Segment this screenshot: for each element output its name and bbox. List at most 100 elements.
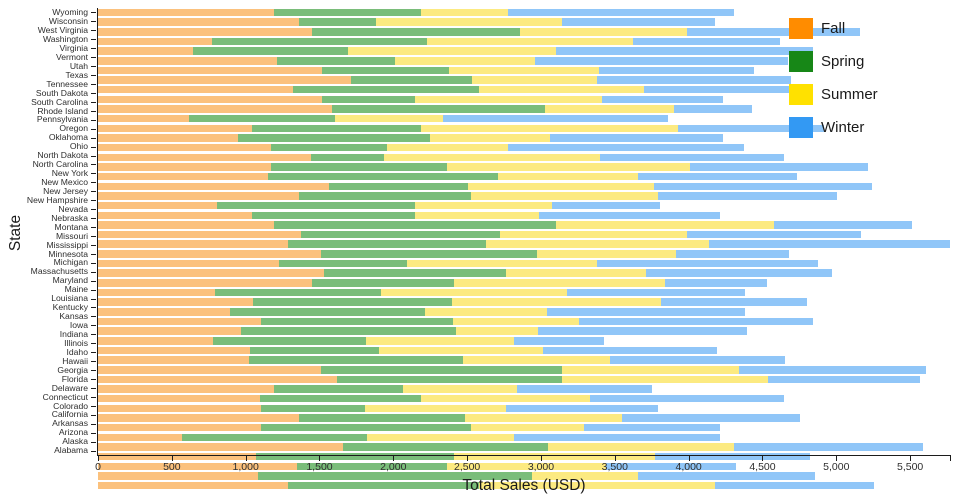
bar-segment-spring xyxy=(237,134,431,142)
y-tick-label: Arkansas xyxy=(52,418,88,429)
y-tick-label: Idaho xyxy=(66,346,88,357)
y-tick-mark xyxy=(91,343,96,345)
y-tick-mark xyxy=(91,155,96,157)
y-tick-label: Vermont xyxy=(55,51,88,62)
bar-row-hawaii xyxy=(98,385,950,394)
y-tick-label: Montana xyxy=(54,221,88,232)
bar-segment-fall xyxy=(98,375,338,384)
y-tick-label: Texas xyxy=(65,69,88,80)
bar-row-massachusetts xyxy=(98,288,950,298)
y-tick-mark xyxy=(91,316,96,318)
bar-segment-fall xyxy=(98,327,242,335)
bar-segment-summer xyxy=(499,230,688,239)
y-tick-label: North Carolina xyxy=(32,159,88,170)
bar-row-louisiana xyxy=(98,317,950,327)
bar-segment-winter xyxy=(715,481,874,490)
bar-segment-spring xyxy=(312,28,521,36)
y-tick-label: New Mexico xyxy=(41,177,88,188)
y-tick-mark xyxy=(91,227,96,229)
y-tick-label: Wyoming xyxy=(52,7,88,18)
y-tick-mark xyxy=(91,66,96,68)
x-tick-label: 500 xyxy=(163,461,181,473)
bar-segment-summer xyxy=(453,279,665,287)
bar-row-wisconsin xyxy=(98,18,950,27)
bar-row-indiana xyxy=(98,356,950,365)
bar-segment-summer xyxy=(478,85,645,94)
bar-segment-spring xyxy=(261,423,471,432)
bar-segment-winter xyxy=(514,337,605,345)
bar-segment-winter xyxy=(609,356,785,364)
bar-segment-summer xyxy=(467,182,654,191)
bar-segment-summer xyxy=(420,394,591,403)
y-tick-label: Indiana xyxy=(59,329,88,339)
bar-segment-spring xyxy=(332,105,545,113)
bar-segment-fall xyxy=(98,66,323,75)
bar-segment-spring xyxy=(251,211,416,219)
legend-swatch-summer xyxy=(789,84,813,105)
bar-segment-winter xyxy=(602,95,723,104)
y-tick-label: Alabama xyxy=(54,445,88,456)
bar-row-rhode-island xyxy=(98,114,950,124)
bar-segment-winter xyxy=(673,105,753,113)
x-tick-mark xyxy=(171,456,173,461)
bar-segment-spring xyxy=(216,201,416,210)
y-tick-label: Maine xyxy=(64,284,88,295)
bar-segment-spring xyxy=(273,8,421,17)
bar-row-vermont xyxy=(98,57,950,66)
bar-row-new-hampshire xyxy=(98,211,950,221)
bar-segment-winter xyxy=(555,47,813,55)
bar-segment-fall xyxy=(98,404,262,413)
bar-segment-summer xyxy=(447,163,691,171)
bar-segment-fall xyxy=(98,143,271,152)
bar-segment-winter xyxy=(690,163,869,171)
y-tick-mark xyxy=(91,298,96,300)
bar-segment-summer xyxy=(464,414,623,422)
bar-segment-spring xyxy=(337,375,563,384)
bar-segment-spring xyxy=(351,76,473,84)
legend-item-winter: Winter xyxy=(789,117,878,138)
bar-segment-winter xyxy=(709,240,950,248)
legend-label: Winter xyxy=(821,119,865,136)
x-tick-label: 5,500 xyxy=(896,461,924,473)
y-tick-label: Oklahoma xyxy=(48,132,88,143)
bar-segment-spring xyxy=(298,18,376,26)
bar-segment-winter xyxy=(676,250,790,258)
bar-segment-spring xyxy=(278,259,407,268)
bar-segment-fall xyxy=(98,259,279,268)
bar-row-florida xyxy=(98,404,950,414)
bar-segment-spring xyxy=(270,143,387,152)
bar-segment-spring xyxy=(301,230,500,239)
legend: Fall Spring Summer Winter xyxy=(789,18,878,150)
legend-swatch-fall xyxy=(789,18,813,39)
y-tick-label: Minnesota xyxy=(48,248,88,259)
bar-segment-fall xyxy=(98,240,289,248)
bar-segment-fall xyxy=(98,163,271,171)
y-tick-label: Hawaii xyxy=(62,355,88,366)
bar-segment-spring xyxy=(182,433,367,442)
bar-segment-fall xyxy=(98,85,293,94)
bar-segment-fall xyxy=(98,153,312,162)
bar-segment-fall xyxy=(98,230,302,239)
bar-segment-winter xyxy=(734,443,924,451)
bar-segment-fall xyxy=(98,18,299,26)
x-tick-mark xyxy=(910,456,912,461)
bar-segment-spring xyxy=(323,269,506,277)
x-tick-label: 4,500 xyxy=(749,461,776,473)
bar-segment-winter xyxy=(664,279,767,287)
y-axis-line xyxy=(97,8,98,455)
y-tick-mark xyxy=(91,128,96,130)
y-tick-mark xyxy=(91,387,96,389)
bar-segment-spring xyxy=(297,462,448,471)
bar-segment-fall xyxy=(98,317,262,326)
bar-row-pennsylvania xyxy=(98,124,950,134)
bar-row-oregon xyxy=(98,134,950,143)
y-tick-label: South Carolina xyxy=(31,96,88,107)
bar-segment-summer xyxy=(555,221,774,229)
bar-segment-fall xyxy=(98,298,254,306)
bar-segment-fall xyxy=(98,366,321,374)
bar-segment-spring xyxy=(259,394,421,403)
bar-segment-summer xyxy=(470,423,584,432)
bar-row-alaska xyxy=(98,472,950,481)
x-tick-label: 1,500 xyxy=(306,461,333,473)
bar-segment-winter xyxy=(546,308,746,316)
